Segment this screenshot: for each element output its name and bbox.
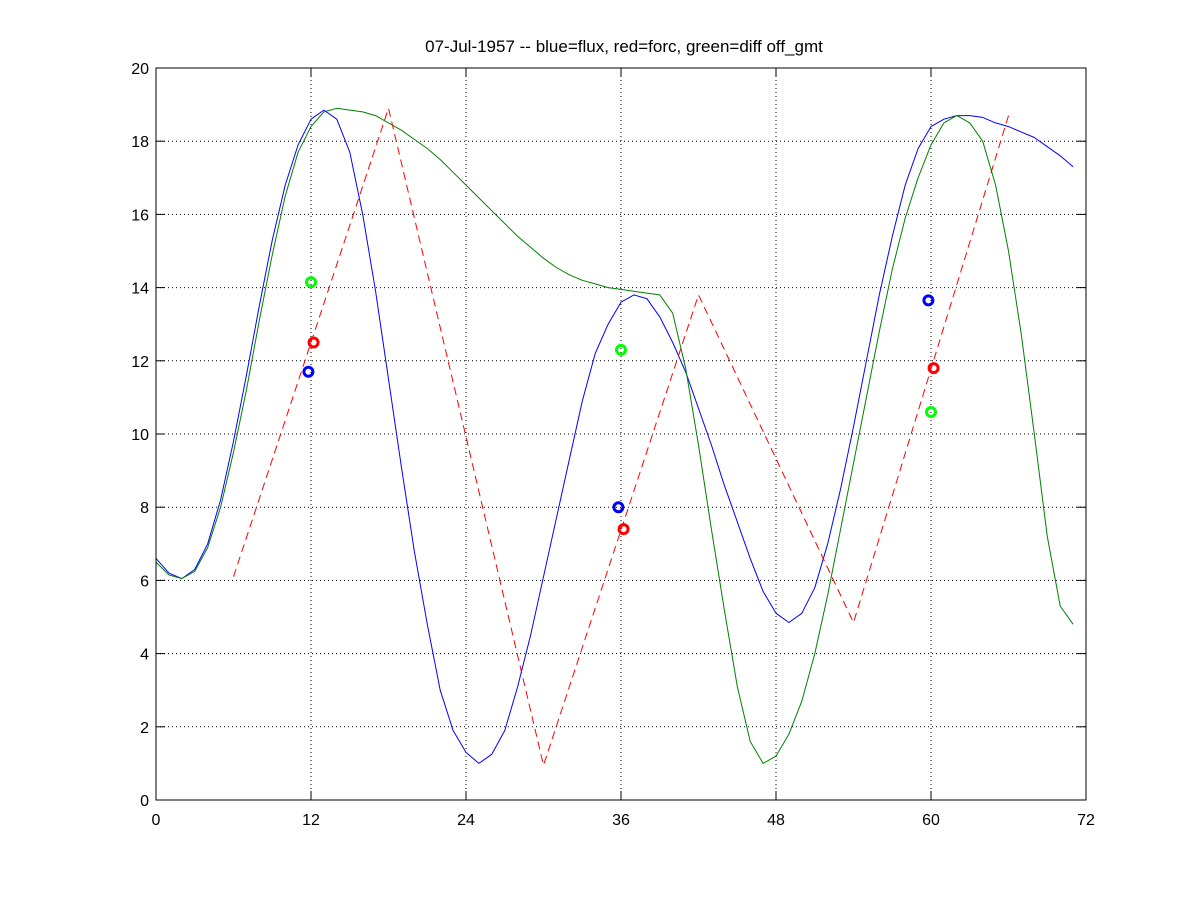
series-line-3	[155, 107, 1074, 764]
y-tick-label: 20	[131, 61, 149, 78]
series-line-1	[155, 109, 1074, 764]
data-marker	[302, 365, 315, 378]
data-marker	[617, 523, 630, 536]
series-lines	[155, 107, 1074, 766]
y-tick-label: 0	[140, 793, 149, 810]
data-marker	[615, 343, 627, 356]
y-tick-label: 6	[140, 573, 149, 590]
x-tick-label: 24	[457, 812, 475, 829]
x-tick-label: 60	[922, 812, 940, 829]
data-marker	[612, 501, 625, 514]
chart-title: 07-Jul-1957 -- blue=flux, red=forc, gree…	[425, 37, 823, 56]
y-tick-label: 12	[131, 354, 149, 371]
y-tick-label: 16	[131, 207, 149, 224]
data-marker	[925, 406, 937, 419]
y-tick-label: 10	[131, 427, 149, 444]
data-marker	[927, 362, 940, 375]
x-tick-label: 12	[302, 812, 320, 829]
data-markers	[302, 276, 940, 536]
y-tick-label: 18	[131, 134, 149, 151]
y-tick-label: 14	[131, 281, 149, 298]
x-tick-label: 36	[612, 812, 630, 829]
grid-lines	[156, 68, 1086, 800]
y-tick-label: 4	[140, 647, 149, 664]
data-marker	[305, 276, 317, 289]
x-tick-label: 48	[767, 812, 785, 829]
y-tick-label: 2	[140, 720, 149, 737]
axis-ticks	[155, 67, 1087, 801]
x-tick-label: 0	[152, 812, 161, 829]
data-marker	[307, 336, 320, 349]
data-marker	[922, 294, 935, 307]
x-tick-label: 72	[1077, 812, 1095, 829]
y-tick-label: 8	[140, 500, 149, 517]
